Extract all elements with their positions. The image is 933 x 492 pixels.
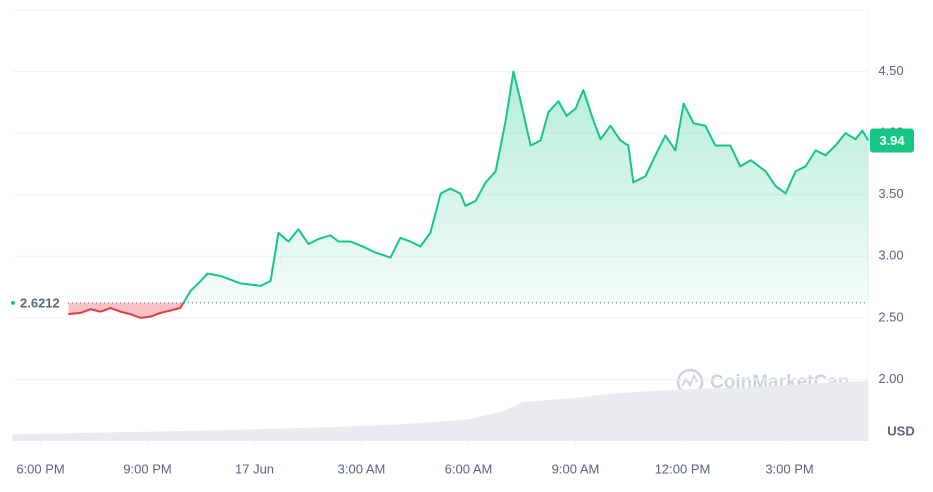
last-price-tag [870, 128, 914, 153]
x-tick-label: 6:00 AM [445, 461, 493, 476]
last-price-label: 3.94 [879, 133, 905, 148]
x-tick-label: 17 Jun [235, 461, 274, 476]
currency-label: USD [887, 423, 914, 438]
y-tick-label: 2.00 [878, 371, 903, 386]
volume-area [12, 380, 869, 441]
x-tick-label: 9:00 PM [123, 461, 171, 476]
baseline-label-bg [14, 292, 66, 313]
y-tick-label: 3.00 [878, 248, 903, 263]
price-line-above [182, 70, 870, 303]
baseline-dot [11, 300, 15, 305]
x-tick-label: 3:00 AM [338, 461, 386, 476]
y-tick-label: 2.50 [878, 309, 903, 324]
x-tick-label: 12:00 PM [655, 461, 711, 476]
x-tick-label: 3:00 PM [765, 461, 813, 476]
area-above [68, 71, 869, 303]
x-tick-label: 6:00 PM [16, 461, 64, 476]
baseline-label: 2.6212 [20, 295, 60, 310]
y-tick-label: 4.50 [878, 63, 903, 78]
y-tick-label: 3.50 [878, 186, 903, 201]
x-tick-label: 9:00 AM [552, 461, 600, 476]
